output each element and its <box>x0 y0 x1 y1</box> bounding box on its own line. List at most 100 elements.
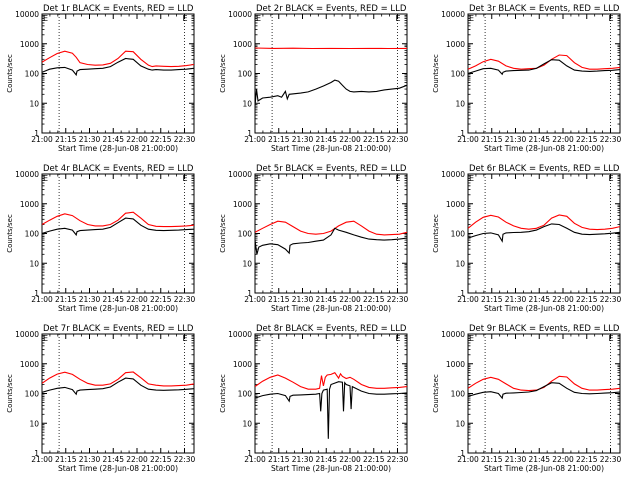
x-tick-label: 22:30 <box>387 295 409 304</box>
x-tick-label: 21:15 <box>481 295 503 304</box>
y-tick-label: 100 <box>238 390 253 399</box>
y-tick-label: 10 <box>455 259 465 268</box>
y-axis-label: Counts/sec <box>219 214 227 253</box>
axes-frame <box>467 173 621 294</box>
y-tick-label: 1 <box>460 129 465 138</box>
x-tick-label: 21:45 <box>315 455 337 464</box>
y-axis-label: Counts/sec <box>432 374 440 413</box>
series-events <box>42 57 194 77</box>
y-tick-label: 10 <box>455 419 465 428</box>
chart-panel-3: Det 3r BLACK = Events, RED = LLD 1 10 100 10… <box>432 4 622 153</box>
y-tick-label: 10 <box>242 99 252 108</box>
corner-mark-left: E <box>256 14 261 23</box>
chart-title: Det 4r BLACK = Events, RED = LLD <box>43 164 194 174</box>
y-tick-label: 10000 <box>441 330 465 339</box>
y-tick-label: 10000 <box>228 330 252 339</box>
series-events <box>468 223 620 243</box>
chart-title: Det 8r BLACK = Events, RED = LLD <box>256 324 407 334</box>
series-events <box>255 381 407 439</box>
x-tick-label: 21:00 <box>457 295 479 304</box>
x-axis-label: Start Time (28-Jun-08 21:00:00) <box>271 144 391 153</box>
corner-mark-right: E <box>609 334 614 343</box>
corner-mark-left: E <box>469 174 474 183</box>
y-tick-label: 10 <box>242 419 252 428</box>
y-tick-label: 10 <box>455 99 465 108</box>
corner-mark-right: E <box>183 334 188 343</box>
y-tick-label: 1000 <box>446 40 465 49</box>
series-lld <box>468 214 620 231</box>
x-axis-label: Start Time (28-Jun-08 21:00:00) <box>484 464 604 473</box>
axes-frame <box>254 173 408 294</box>
series-lld <box>468 54 620 70</box>
series-lld <box>255 372 407 390</box>
chart-panel-5: Det 5r BLACK = Events, RED = LLD 1 10 100 10… <box>219 164 409 313</box>
y-tick-label: 10000 <box>15 170 39 179</box>
x-tick-label: 21:15 <box>55 455 77 464</box>
series-lld <box>42 211 194 228</box>
y-tick-label: 1 <box>34 449 39 458</box>
y-axis-label: Counts/sec <box>6 374 14 413</box>
x-tick-label: 21:45 <box>102 135 124 144</box>
y-tick-label: 1 <box>460 289 465 298</box>
y-tick-label: 100 <box>451 390 466 399</box>
axes-frame <box>467 13 621 134</box>
x-tick-label: 22:00 <box>339 455 361 464</box>
chart-title: Det 6r BLACK = Events, RED = LLD <box>469 164 620 174</box>
x-tick-label: 21:30 <box>79 455 101 464</box>
corner-mark-left: E <box>469 14 474 23</box>
y-tick-label: 100 <box>25 70 40 79</box>
y-tick-label: 1000 <box>20 200 39 209</box>
x-tick-label: 22:30 <box>600 295 622 304</box>
corner-mark-left: E <box>256 334 261 343</box>
x-axis-label: Start Time (28-Jun-08 21:00:00) <box>271 464 391 473</box>
x-tick-label: 22:00 <box>552 455 574 464</box>
y-tick-label: 1000 <box>446 200 465 209</box>
y-tick-label: 1 <box>247 289 252 298</box>
axes-frame <box>254 13 408 134</box>
x-tick-label: 21:30 <box>292 295 314 304</box>
y-tick-label: 1 <box>247 449 252 458</box>
corner-mark-right: E <box>183 174 188 183</box>
x-tick-label: 22:30 <box>600 135 622 144</box>
x-tick-label: 21:00 <box>244 455 266 464</box>
y-tick-label: 100 <box>238 230 253 239</box>
x-tick-label: 22:15 <box>363 455 385 464</box>
x-tick-label: 21:00 <box>31 295 53 304</box>
y-tick-label: 10000 <box>441 10 465 19</box>
y-tick-label: 1 <box>34 289 39 298</box>
chart-panel-4: Det 4r BLACK = Events, RED = LLD 1 10 100 10… <box>6 164 196 313</box>
x-tick-label: 21:45 <box>315 295 337 304</box>
x-tick-label: 21:15 <box>268 295 290 304</box>
y-tick-label: 1000 <box>233 360 252 369</box>
axes-frame <box>41 173 195 294</box>
chart-panel-7: Det 7r BLACK = Events, RED = LLD 1 10 100 10… <box>6 324 196 473</box>
y-tick-label: 10000 <box>15 10 39 19</box>
x-tick-label: 21:00 <box>244 135 266 144</box>
y-tick-label: 10000 <box>228 10 252 19</box>
corner-mark-right: E <box>396 174 401 183</box>
x-tick-label: 22:00 <box>552 295 574 304</box>
y-tick-label: 10000 <box>228 170 252 179</box>
x-tick-label: 22:15 <box>576 455 598 464</box>
y-tick-label: 10 <box>29 99 39 108</box>
x-tick-label: 21:30 <box>505 295 527 304</box>
y-tick-label: 1000 <box>20 40 39 49</box>
series-events <box>42 377 194 396</box>
x-tick-label: 21:45 <box>102 295 124 304</box>
x-tick-label: 21:45 <box>102 455 124 464</box>
x-tick-label: 21:00 <box>31 455 53 464</box>
y-tick-label: 1 <box>460 449 465 458</box>
x-tick-label: 21:30 <box>505 135 527 144</box>
x-axis-label: Start Time (28-Jun-08 21:00:00) <box>484 304 604 313</box>
x-axis-label: Start Time (28-Jun-08 21:00:00) <box>271 304 391 313</box>
chart-panel-8: Det 8r BLACK = Events, RED = LLD 1 10 100 10… <box>219 324 409 473</box>
x-axis-label: Start Time (28-Jun-08 21:00:00) <box>58 144 178 153</box>
chart-title: Det 3r BLACK = Events, RED = LLD <box>469 4 620 14</box>
x-tick-label: 22:30 <box>387 455 409 464</box>
corner-mark-right: E <box>183 14 188 23</box>
x-axis-label: Start Time (28-Jun-08 21:00:00) <box>58 304 178 313</box>
y-axis-label: Counts/sec <box>6 214 14 253</box>
y-tick-label: 10 <box>242 259 252 268</box>
